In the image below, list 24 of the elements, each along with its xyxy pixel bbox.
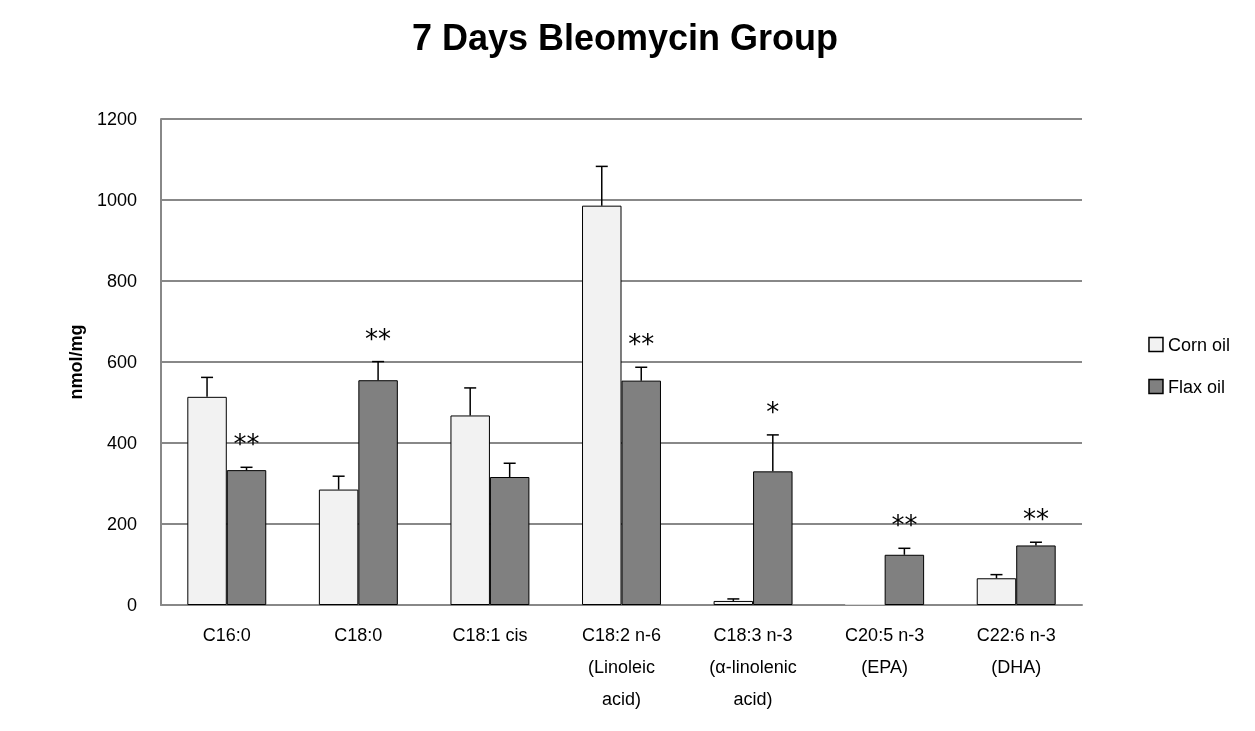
y-tick-label: 600 <box>106 352 137 372</box>
data-label: ** <box>365 323 392 354</box>
y-tick-label: 400 <box>106 433 137 453</box>
x-tick-label: C18:2 n-6 (Linoleic acid) <box>581 625 662 709</box>
x-tick-label: C18:0 <box>334 625 383 645</box>
legend-label: Flax oil <box>1167 376 1225 397</box>
y-tick-label: 800 <box>106 271 137 291</box>
data-label: ** <box>233 429 260 460</box>
x-tick-label: C20:5 n-3 (EPA) <box>845 625 925 677</box>
data-label: ** <box>628 329 655 360</box>
y-tick-label: 1200 <box>96 109 137 129</box>
y-axis-title: nmol/mg <box>66 324 86 400</box>
data-label: ** <box>891 510 918 541</box>
y-tick-label: 1000 <box>96 190 137 210</box>
legend-label: Corn oil <box>1167 334 1231 355</box>
data-label: * <box>766 396 780 427</box>
y-tick-label: 0 <box>126 595 137 615</box>
x-tick-label: C16:0 <box>202 625 251 645</box>
x-tick-label: C18:3 n-3 (α-linolenic acid) <box>709 625 797 709</box>
x-tick-label: C22:6 n-3 (DHA) <box>976 625 1056 677</box>
y-tick-label: 200 <box>106 514 137 534</box>
data-label: ** <box>1022 504 1049 535</box>
chart-title: 7 Days Bleomycin Group <box>411 16 839 58</box>
x-tick-label: C18:1 cis <box>452 625 528 645</box>
